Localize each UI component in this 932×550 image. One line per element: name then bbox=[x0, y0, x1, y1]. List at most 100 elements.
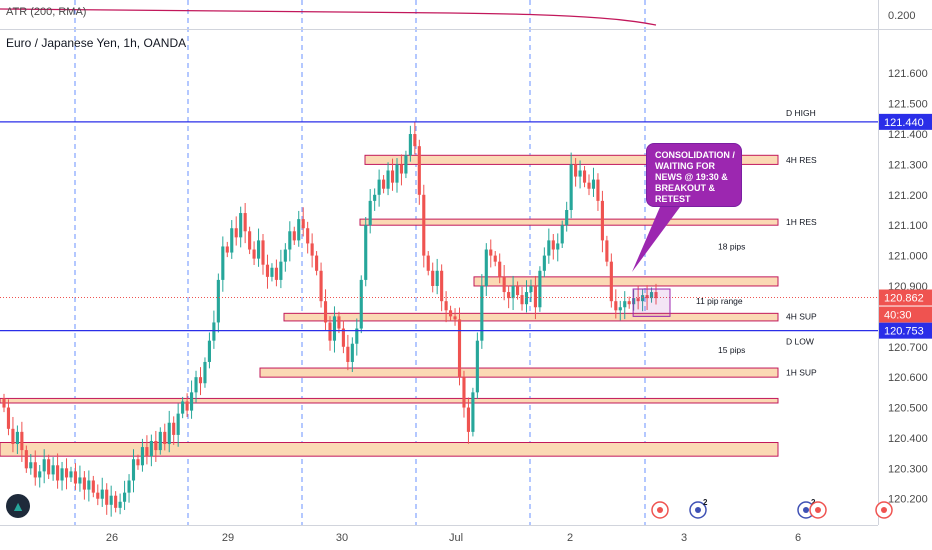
candle-body bbox=[386, 170, 390, 189]
candle-body bbox=[270, 267, 274, 277]
candle-body bbox=[609, 261, 613, 302]
candle-body bbox=[163, 431, 167, 445]
atr-indicator-label[interactable]: ATR (200, RMA) bbox=[6, 6, 87, 18]
time-tick: Jul bbox=[449, 532, 463, 544]
candle-body bbox=[649, 292, 654, 299]
candle-body bbox=[310, 243, 314, 256]
candle-body bbox=[56, 465, 60, 481]
candle-body bbox=[91, 480, 95, 493]
candle-body bbox=[6, 407, 11, 429]
candle-body bbox=[435, 270, 439, 286]
candle-body bbox=[533, 285, 537, 308]
d-high-label: D HIGH bbox=[786, 108, 816, 118]
candle-body bbox=[203, 361, 207, 384]
candle-body bbox=[542, 255, 546, 271]
candle-body bbox=[346, 346, 350, 362]
candle-body bbox=[462, 377, 466, 408]
event-marker[interactable]: 2 bbox=[689, 498, 708, 519]
price-tick: 121.600 bbox=[888, 68, 928, 80]
candle-body bbox=[373, 194, 377, 201]
res-1h-label: 1H RES bbox=[786, 217, 817, 227]
candle-body bbox=[498, 261, 502, 277]
candle-body bbox=[301, 219, 305, 229]
candle-body bbox=[632, 298, 636, 305]
pip-range-label: 11 pip range bbox=[696, 296, 743, 306]
last-price-tag-bg bbox=[879, 289, 932, 306]
time-tick: 26 bbox=[106, 532, 118, 544]
candle-body bbox=[221, 246, 225, 280]
candle-body bbox=[252, 249, 256, 259]
candle-body bbox=[105, 489, 109, 505]
candle-body bbox=[475, 340, 479, 393]
candles bbox=[2, 122, 658, 517]
candle-body bbox=[167, 422, 171, 445]
event-marker[interactable] bbox=[651, 501, 669, 519]
d-low-label: D LOW bbox=[786, 337, 814, 347]
candle-body bbox=[417, 146, 421, 195]
candle-body bbox=[207, 340, 211, 362]
candle-body bbox=[636, 298, 640, 302]
candle-body bbox=[261, 240, 265, 265]
candle-body bbox=[33, 462, 37, 478]
time-tick: 6 bbox=[795, 532, 801, 544]
candle-body bbox=[288, 231, 292, 250]
candle-body bbox=[587, 182, 591, 189]
candle-body bbox=[47, 459, 51, 475]
candle-body bbox=[431, 270, 435, 286]
candle-body bbox=[328, 322, 332, 341]
candle-body bbox=[100, 489, 104, 499]
candle-body bbox=[600, 200, 604, 241]
price-tick: 120.400 bbox=[888, 433, 928, 445]
d-high-price-tag: 121.440 bbox=[884, 117, 924, 129]
candle-body bbox=[484, 249, 488, 286]
grid bbox=[74, 0, 646, 525]
levels bbox=[0, 121, 878, 332]
price-tick: 121.100 bbox=[888, 220, 928, 232]
price-tick: 121.400 bbox=[888, 129, 928, 141]
candle-body bbox=[87, 480, 91, 490]
candle-body bbox=[131, 459, 136, 481]
candle-body bbox=[315, 255, 319, 271]
event-marker[interactable] bbox=[809, 501, 827, 519]
candle-body bbox=[565, 210, 569, 226]
chart-title: Euro / Japanese Yen, 1h, OANDA bbox=[6, 36, 187, 50]
time-tick: 3 bbox=[681, 532, 687, 544]
candle-body bbox=[368, 200, 372, 226]
event-dot bbox=[695, 507, 701, 513]
callout-pointer bbox=[632, 207, 680, 272]
candle-body bbox=[471, 392, 475, 432]
annotations: D HIGH 4H RES 1H RES 18 pips 11 pip range 4H … bbox=[632, 108, 817, 378]
candle-body bbox=[382, 179, 386, 189]
consolidation-box bbox=[632, 288, 671, 317]
candle-body bbox=[493, 255, 497, 262]
candle-body bbox=[395, 164, 399, 183]
event-marker[interactable] bbox=[875, 501, 893, 519]
candle-body bbox=[390, 170, 395, 183]
candle-body bbox=[449, 310, 453, 317]
candle-body bbox=[489, 249, 493, 256]
candle-body bbox=[136, 459, 140, 466]
candle-body bbox=[332, 316, 337, 341]
candle-body bbox=[118, 501, 122, 508]
candle-body bbox=[194, 377, 198, 393]
candle-body bbox=[641, 295, 645, 302]
candle-body bbox=[453, 316, 457, 320]
candle-body bbox=[109, 495, 113, 505]
range-15-label: 15 pips bbox=[718, 345, 745, 355]
zone-rect bbox=[259, 367, 779, 378]
price-tick: 121.500 bbox=[888, 99, 928, 111]
candle-body bbox=[319, 270, 323, 302]
atr-value-label: 0.200 bbox=[888, 10, 916, 22]
candle-body bbox=[399, 164, 404, 174]
tradingview-logo[interactable]: ▲ bbox=[6, 494, 30, 518]
candle-body bbox=[154, 440, 158, 451]
candle-body bbox=[413, 134, 417, 147]
candle-body bbox=[582, 170, 587, 183]
atr-line bbox=[0, 8, 657, 26]
price-tick: 120.200 bbox=[888, 494, 928, 506]
candle-body bbox=[422, 194, 426, 256]
candle-body bbox=[189, 392, 194, 411]
candle-body bbox=[158, 431, 162, 451]
candle-body bbox=[265, 264, 270, 277]
